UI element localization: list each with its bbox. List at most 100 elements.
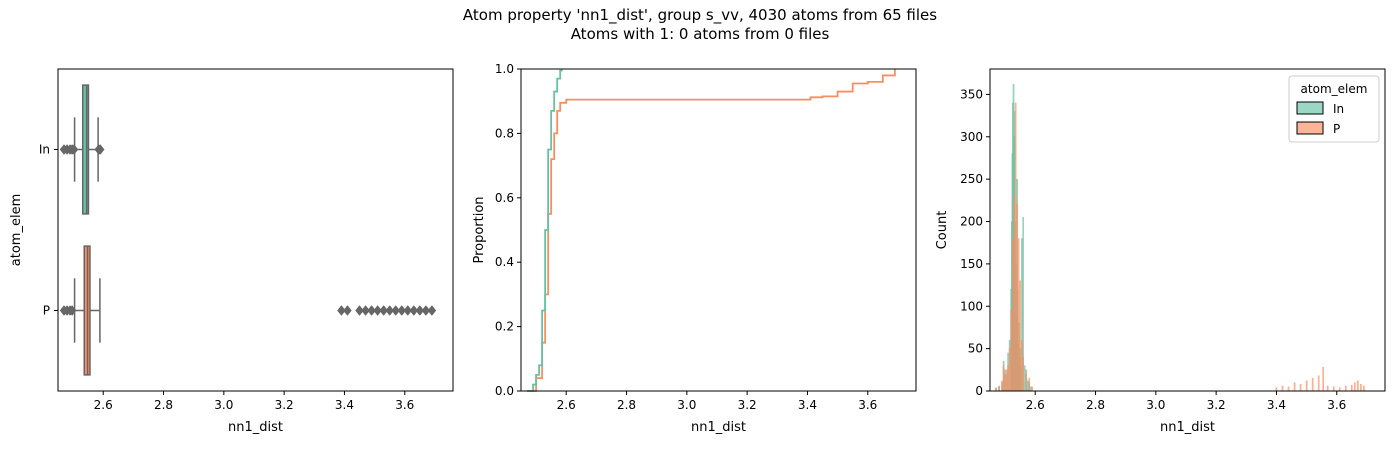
histogram-bar [1357,380,1359,392]
ecdf-line-In [527,69,563,392]
ecdf-frame [520,68,917,392]
x-tick-label: 2.8 [617,398,636,412]
x-tick-label: 3.4 [1267,398,1286,412]
histogram-bar [1020,340,1023,392]
legend: atom_elem In P [1288,75,1380,143]
outlier-point [337,305,346,316]
y-tick-label: 0.4 [495,255,514,269]
figure-title: Atom property 'nn1_dist', group s_vv, 40… [0,6,1400,44]
y-tick-label: 150 [960,257,983,271]
x-axis-label: nn1_dist [228,420,283,435]
histogram-bar [1004,369,1006,392]
outlier-point [427,305,437,316]
histogram-bar [1010,310,1012,392]
legend-entry-In: In [1333,102,1344,116]
y-axis-label: Proportion [472,196,487,263]
x-tick-label: 2.8 [154,398,173,412]
legend-entry-P: P [1333,122,1340,136]
x-axis-label: nn1_dist [691,420,746,435]
histogram-bar [1332,386,1335,392]
y-axis-label: Count [935,211,950,250]
histogram-bar [1022,356,1024,392]
histogram-series-In [995,84,1032,392]
histogram-bar [1002,365,1005,392]
outlier-point [397,305,407,316]
x-axis-label: nn1_dist [1160,420,1215,435]
y-tick-label: 0.2 [495,320,514,334]
histogram-bar [1008,348,1011,392]
histogram-bar [1023,365,1026,392]
histogram-frame [989,68,1386,392]
histogram-bar [1016,204,1018,392]
x-tick-label: 3.2 [738,398,757,412]
histogram-bar [1351,384,1353,392]
histogram-bar [998,385,1000,392]
histogram-bar [1360,384,1362,392]
histogram-bar [1017,238,1020,392]
histogram-bar [1339,387,1341,392]
histogram-bar [1001,380,1003,392]
x-tick-label: 3.4 [798,398,817,412]
box-P [59,245,437,376]
x-tick-label: 2.6 [1026,398,1045,412]
histogram-bar [1322,367,1324,392]
y-tick-label: 0 [975,384,983,398]
outlier-point [373,305,382,316]
x-tick-label: 3.0 [214,398,233,412]
histogram-bar [1031,386,1033,392]
x-tick-label: 3.6 [1327,398,1346,412]
x-tick-label: 2.8 [1086,398,1105,412]
outlier-point [379,305,388,316]
y-tick-label: 300 [960,130,983,144]
outlier-point [403,305,413,316]
histogram-bar [1311,378,1314,392]
box-In [59,84,105,215]
histogram-bar [1326,385,1329,392]
histogram-bar [1025,369,1027,392]
histogram-bar [1026,380,1029,392]
x-tick-label: 2.6 [94,398,113,412]
histogram-bar [1007,365,1009,392]
histogram-bar [1029,386,1032,392]
legend-title: atom_elem [1301,82,1368,96]
outlier-point [69,144,79,155]
x-tick-label: 3.2 [275,398,294,412]
histogram-bar [1013,195,1015,392]
ecdf-line-P [527,69,896,392]
y-tick-label: 100 [960,299,983,313]
y-tick-label: 200 [960,215,983,229]
histogram-bar [1011,238,1014,392]
outlier-point [95,144,105,155]
outlier-point [409,305,419,316]
outlier-point [67,305,77,316]
histogram-bar [1293,382,1296,392]
outlier-point [343,305,352,316]
outlier-point [367,305,376,316]
histogram-series-P [995,102,1365,392]
outlier-point [385,305,394,316]
histogram-bar [1287,386,1290,392]
histogram-bar [1345,385,1347,392]
x-tick-label: 3.0 [677,398,696,412]
outlier-point [415,305,425,316]
figure-title-line-1: Atom property 'nn1_dist', group s_vv, 40… [462,6,938,24]
box-body [81,84,90,215]
histogram-bar [1363,385,1365,392]
histogram-bar [1028,378,1030,392]
y-tick-label: In [39,143,50,157]
outlier-point [391,305,401,316]
y-tick-label: 0.0 [495,384,514,398]
x-tick-label: 3.0 [1146,398,1165,412]
y-tick-label: 350 [960,87,983,101]
x-tick-label: 3.6 [395,398,414,412]
histogram-bar [995,387,997,392]
legend-swatch-P [1296,121,1324,135]
x-tick-label: 2.6 [557,398,576,412]
histogram-bar [1354,382,1356,392]
y-tick-label: P [43,304,50,318]
histogram-bar [1005,373,1008,392]
figure-title-line-2: Atoms with 1: 0 atoms from 0 files [570,25,830,43]
outlier-point [361,305,370,316]
y-tick-label: 50 [968,342,983,356]
